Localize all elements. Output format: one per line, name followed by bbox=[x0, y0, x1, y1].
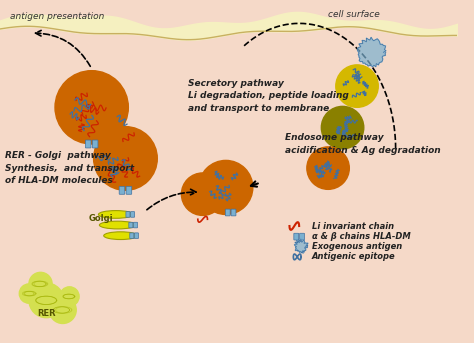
Circle shape bbox=[321, 106, 364, 149]
FancyBboxPatch shape bbox=[92, 140, 98, 148]
Circle shape bbox=[93, 127, 157, 190]
FancyBboxPatch shape bbox=[0, 6, 457, 337]
Text: Antigenic epitope: Antigenic epitope bbox=[312, 252, 395, 261]
FancyBboxPatch shape bbox=[85, 140, 91, 148]
FancyBboxPatch shape bbox=[130, 233, 134, 238]
FancyBboxPatch shape bbox=[300, 233, 304, 240]
FancyBboxPatch shape bbox=[225, 209, 230, 216]
Text: antigen presentation: antigen presentation bbox=[9, 12, 104, 21]
Ellipse shape bbox=[104, 232, 137, 239]
Circle shape bbox=[60, 287, 79, 306]
Text: RER - Golgi  pathway
Synthesis,  and transport
of HLA-DM molecules: RER - Golgi pathway Synthesis, and trans… bbox=[5, 151, 134, 185]
Text: cell surface: cell surface bbox=[328, 10, 380, 19]
Circle shape bbox=[182, 173, 224, 215]
Circle shape bbox=[307, 147, 349, 189]
FancyBboxPatch shape bbox=[126, 212, 130, 217]
Text: Secretory pathway
Li degradation, peptide loading
and transport to membrane: Secretory pathway Li degradation, peptid… bbox=[188, 79, 349, 113]
FancyBboxPatch shape bbox=[129, 222, 133, 228]
Text: α & β chains HLA-DM: α & β chains HLA-DM bbox=[312, 232, 410, 241]
FancyBboxPatch shape bbox=[134, 222, 137, 228]
Text: Exogenous antigen: Exogenous antigen bbox=[312, 242, 402, 251]
FancyBboxPatch shape bbox=[130, 212, 135, 217]
Ellipse shape bbox=[99, 211, 133, 218]
Circle shape bbox=[55, 71, 128, 144]
FancyBboxPatch shape bbox=[231, 209, 236, 216]
Polygon shape bbox=[294, 239, 308, 253]
Text: Golgi: Golgi bbox=[89, 214, 114, 223]
FancyBboxPatch shape bbox=[119, 186, 125, 194]
Circle shape bbox=[19, 284, 38, 303]
Text: Endosome pathway
acidification & Ag degradation: Endosome pathway acidification & Ag degr… bbox=[285, 133, 440, 155]
Circle shape bbox=[29, 283, 64, 318]
Polygon shape bbox=[357, 37, 386, 67]
FancyBboxPatch shape bbox=[126, 186, 132, 194]
FancyBboxPatch shape bbox=[294, 233, 299, 240]
Ellipse shape bbox=[100, 221, 136, 229]
Circle shape bbox=[29, 272, 52, 296]
Circle shape bbox=[199, 161, 253, 214]
FancyBboxPatch shape bbox=[135, 233, 138, 238]
Circle shape bbox=[336, 65, 378, 107]
Text: RER: RER bbox=[37, 309, 55, 318]
Text: Li invariant chain: Li invariant chain bbox=[312, 222, 394, 230]
Circle shape bbox=[49, 296, 76, 323]
